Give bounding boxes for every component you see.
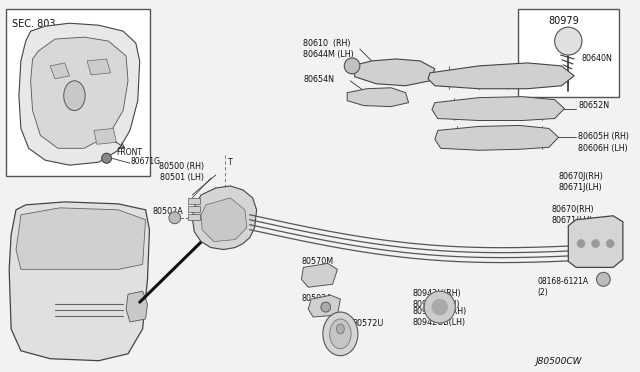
Circle shape bbox=[344, 58, 360, 74]
Polygon shape bbox=[126, 291, 147, 322]
Text: 80502A: 80502A bbox=[301, 294, 332, 303]
Text: 80942U(RH)
80943U(LH): 80942U(RH) 80943U(LH) bbox=[412, 289, 461, 310]
Text: 80670(RH)
80671(LH): 80670(RH) 80671(LH) bbox=[552, 205, 595, 225]
Polygon shape bbox=[50, 63, 70, 79]
Text: 80670J(RH)
80671J(LH): 80670J(RH) 80671J(LH) bbox=[559, 172, 604, 192]
Text: 80640N: 80640N bbox=[582, 54, 613, 64]
Polygon shape bbox=[94, 128, 116, 144]
Polygon shape bbox=[428, 63, 574, 89]
Text: 80610  (RH)
80644M (LH): 80610 (RH) 80644M (LH) bbox=[303, 39, 354, 59]
Circle shape bbox=[596, 272, 610, 286]
Ellipse shape bbox=[330, 319, 351, 349]
Circle shape bbox=[424, 291, 455, 323]
Circle shape bbox=[321, 302, 331, 312]
Text: 80652N: 80652N bbox=[578, 101, 609, 110]
Bar bbox=[188, 206, 200, 212]
Circle shape bbox=[432, 299, 447, 315]
Polygon shape bbox=[9, 202, 150, 361]
Polygon shape bbox=[192, 186, 257, 250]
Bar bbox=[6, 9, 150, 176]
Text: 80502A: 80502A bbox=[152, 207, 183, 216]
Text: T: T bbox=[228, 158, 233, 167]
Text: 80671G: 80671G bbox=[131, 157, 161, 166]
Polygon shape bbox=[352, 59, 435, 86]
Polygon shape bbox=[568, 216, 623, 267]
Ellipse shape bbox=[323, 312, 358, 356]
Text: 80570M: 80570M bbox=[301, 257, 333, 266]
Bar bbox=[188, 214, 200, 220]
Text: 80979: 80979 bbox=[549, 16, 580, 26]
Text: 80605H (RH)
80606H (LH): 80605H (RH) 80606H (LH) bbox=[578, 132, 629, 153]
Circle shape bbox=[555, 27, 582, 55]
Circle shape bbox=[577, 240, 585, 247]
Ellipse shape bbox=[64, 81, 85, 110]
Text: 80572U: 80572U bbox=[352, 320, 383, 328]
Polygon shape bbox=[87, 59, 111, 75]
Circle shape bbox=[102, 153, 111, 163]
Text: 08168-6121A
(2): 08168-6121A (2) bbox=[537, 277, 588, 297]
Text: 80500 (RH)
80501 (LH): 80500 (RH) 80501 (LH) bbox=[159, 162, 204, 182]
Polygon shape bbox=[308, 295, 340, 317]
Ellipse shape bbox=[337, 324, 344, 334]
Text: SEC. 803: SEC. 803 bbox=[12, 19, 56, 29]
Polygon shape bbox=[301, 263, 337, 287]
Text: 80654N: 80654N bbox=[303, 75, 334, 84]
Polygon shape bbox=[19, 23, 140, 165]
Circle shape bbox=[606, 240, 614, 247]
Text: 80942UA(RH)
80942UB(LH): 80942UA(RH) 80942UB(LH) bbox=[412, 307, 467, 327]
Polygon shape bbox=[16, 208, 145, 269]
Polygon shape bbox=[432, 97, 564, 121]
Polygon shape bbox=[435, 125, 559, 150]
Polygon shape bbox=[201, 198, 247, 241]
Circle shape bbox=[169, 212, 180, 224]
Circle shape bbox=[592, 240, 600, 247]
Bar bbox=[518, 9, 619, 97]
Text: FRONT: FRONT bbox=[116, 148, 142, 157]
Polygon shape bbox=[347, 88, 408, 107]
Bar bbox=[188, 198, 200, 204]
Text: J80500CW: J80500CW bbox=[535, 357, 582, 366]
Polygon shape bbox=[31, 37, 128, 148]
